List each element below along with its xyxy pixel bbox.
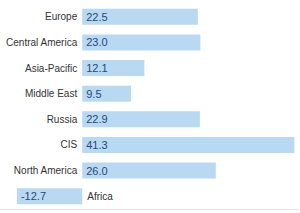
svg-text:12.1: 12.1: [86, 62, 107, 74]
svg-text:Asia-Pacific: Asia-Pacific: [25, 63, 77, 74]
svg-text:22.5: 22.5: [86, 11, 107, 23]
svg-text:41.3: 41.3: [86, 139, 107, 151]
svg-text:9.5: 9.5: [86, 88, 101, 100]
svg-text:Russia: Russia: [47, 114, 78, 125]
svg-text:Africa: Africa: [87, 191, 113, 202]
svg-text:Middle East: Middle East: [25, 88, 77, 99]
svg-text:23.0: 23.0: [86, 36, 107, 48]
svg-text:Central America: Central America: [6, 37, 78, 48]
svg-text:26.0: 26.0: [86, 165, 107, 177]
svg-text:Europe: Europe: [45, 11, 78, 22]
svg-text:CIS: CIS: [61, 139, 78, 150]
svg-text:North America: North America: [14, 165, 78, 176]
svg-text:22.9: 22.9: [86, 113, 107, 125]
svg-text:-12.7: -12.7: [21, 190, 46, 202]
